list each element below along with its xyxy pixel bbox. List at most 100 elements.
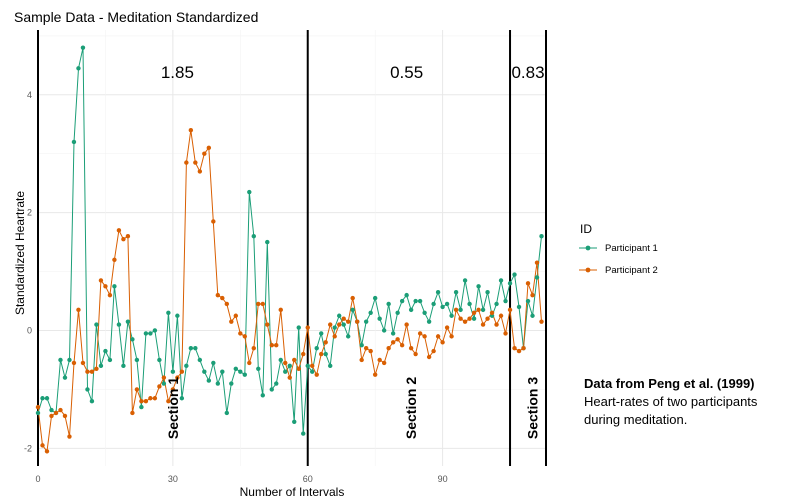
data-point-participant-1 (453, 289, 459, 295)
data-point-participant-1 (130, 337, 135, 342)
legend-key-point (585, 245, 591, 251)
data-point-participant-1 (350, 307, 355, 313)
data-point-participant-2 (229, 319, 234, 324)
data-point-participant-1 (242, 372, 247, 377)
series-lines (37, 47, 542, 453)
data-point-participant-1 (283, 369, 288, 374)
data-point-participant-1 (94, 322, 99, 327)
data-point-participant-1 (341, 322, 346, 327)
data-point-participant-2 (278, 307, 283, 313)
section-label: Section 2 (403, 377, 419, 439)
data-point-participant-2 (332, 334, 337, 339)
data-point-participant-1 (359, 343, 364, 348)
section-label: Section 3 (525, 377, 541, 439)
data-point-participant-2 (265, 322, 270, 327)
source-annotation: Data from Peng et al. (1999) Heart-rates… (584, 375, 784, 429)
series-line-participant-2 (37, 130, 542, 453)
data-point-participant-1 (381, 328, 387, 333)
data-point-participant-2 (462, 319, 468, 324)
y-tick-label: 2 (27, 208, 32, 218)
data-point-participant-2 (143, 398, 149, 404)
data-point-participant-2 (440, 340, 445, 345)
data-point-participant-1 (512, 272, 517, 277)
data-point-participant-2 (112, 257, 117, 262)
data-point-participant-1 (157, 357, 162, 363)
data-point-participant-1 (296, 325, 301, 330)
section-value: 1.85 (161, 63, 194, 82)
x-tick-label: 60 (303, 474, 313, 484)
data-point-participant-1 (148, 331, 153, 336)
series-points (35, 45, 544, 454)
data-point-participant-1 (103, 348, 108, 354)
data-point-participant-2 (148, 396, 153, 401)
data-point-participant-2 (211, 219, 216, 224)
data-point-participant-2 (224, 301, 230, 307)
data-point-participant-1 (363, 319, 369, 324)
data-point-participant-1 (444, 301, 450, 307)
data-point-participant-1 (80, 45, 86, 50)
data-point-participant-1 (408, 307, 414, 313)
data-point-participant-2 (283, 360, 288, 366)
data-point-participant-1 (534, 275, 540, 280)
legend-title: ID (580, 222, 592, 236)
data-point-participant-1 (247, 189, 252, 195)
data-point-participant-2 (40, 443, 45, 448)
data-point-participant-1 (462, 278, 468, 283)
data-point-participant-2 (269, 343, 274, 348)
data-point-participant-2 (319, 351, 324, 357)
data-point-participant-2 (525, 281, 531, 286)
data-point-participant-1 (71, 139, 77, 145)
data-point-participant-1 (121, 363, 126, 369)
data-point-participant-1 (265, 239, 270, 245)
data-point-participant-1 (278, 357, 283, 363)
data-point-participant-2 (256, 301, 261, 307)
data-point-participant-2 (296, 366, 301, 371)
data-point-participant-2 (467, 316, 472, 321)
data-point-participant-1 (476, 284, 481, 289)
data-point-participant-2 (408, 345, 414, 351)
source-annotation-line-1: Heart-rates of two participants (584, 394, 758, 409)
data-point-participant-2 (260, 301, 265, 307)
data-point-participant-2 (161, 375, 167, 380)
grid-lines (37, 30, 546, 466)
data-point-participant-1 (143, 331, 149, 336)
y-tick-label: -2 (24, 443, 32, 453)
y-tick-label: 0 (27, 325, 32, 335)
data-point-participant-1 (399, 298, 405, 304)
data-point-participant-1 (368, 310, 373, 316)
data-point-participant-1 (116, 322, 122, 327)
data-point-participant-2 (521, 345, 526, 351)
data-point-participant-1 (377, 316, 382, 321)
x-axis-label: Number of Intervals (240, 485, 345, 499)
legend: ID Participant 1 Participant 2 (579, 222, 658, 276)
data-point-participant-1 (301, 431, 306, 436)
data-point-participant-1 (372, 295, 378, 301)
data-point-participant-2 (530, 292, 535, 298)
data-point-participant-2 (422, 334, 427, 339)
data-point-participant-2 (98, 278, 104, 283)
data-point-participant-1 (67, 357, 72, 363)
data-point-participant-2 (107, 292, 113, 298)
data-point-participant-2 (404, 322, 409, 327)
data-point-participant-1 (426, 319, 432, 324)
chart-title: Sample Data - Meditation Standardized (14, 9, 258, 25)
data-point-participant-2 (480, 322, 486, 327)
data-point-participant-1 (152, 328, 158, 333)
data-point-participant-2 (44, 449, 50, 454)
data-point-participant-2 (426, 354, 432, 360)
data-point-participant-1 (485, 289, 490, 295)
data-point-participant-2 (206, 145, 212, 151)
data-point-participant-2 (372, 372, 378, 377)
data-point-participant-2 (175, 375, 180, 380)
data-point-participant-2 (368, 348, 373, 354)
data-point-participant-1 (404, 292, 409, 298)
data-point-participant-2 (62, 413, 68, 419)
data-point-participant-1 (413, 298, 418, 304)
data-point-participant-2 (238, 331, 243, 336)
data-point-participant-1 (287, 363, 292, 369)
data-point-participant-2 (251, 345, 256, 351)
data-point-participant-1 (170, 369, 176, 374)
section-label: Section 1 (165, 377, 181, 439)
data-point-participant-2 (67, 434, 72, 439)
